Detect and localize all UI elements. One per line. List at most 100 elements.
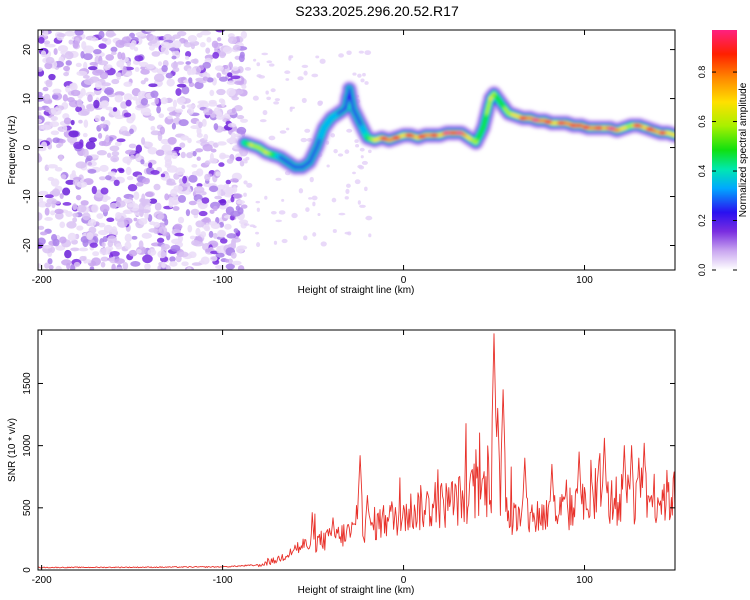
noise-blob — [53, 48, 58, 55]
noise-blob — [72, 40, 79, 49]
noise-blob — [76, 204, 87, 213]
noise-blob — [140, 80, 146, 85]
snr-series-line — [38, 333, 675, 569]
noise-blob — [80, 88, 86, 97]
noise-blob — [231, 66, 239, 71]
noise-blob — [361, 160, 368, 165]
spectrogram-y-tick-label: -20 — [22, 238, 33, 253]
noise-blob — [216, 88, 226, 96]
noise-blob — [75, 62, 82, 68]
noise-blob — [236, 126, 247, 135]
noise-blob — [240, 30, 247, 39]
noise-blob — [138, 218, 148, 225]
noise-blob — [164, 193, 170, 201]
noise-blob — [360, 78, 365, 83]
noise-blob — [100, 187, 109, 195]
noise-blob — [116, 60, 125, 68]
figure-title: S233.2025.296.20.52.R17 — [295, 3, 459, 19]
noise-blob — [338, 53, 344, 58]
ridge-peak — [392, 135, 401, 140]
noise-blob — [103, 224, 113, 233]
noise-blob — [138, 240, 144, 249]
noise-blob — [111, 226, 118, 235]
snr-y-tick-label: 500 — [22, 499, 33, 516]
noise-blob — [124, 233, 132, 243]
noise-blob — [156, 81, 163, 86]
colorbar: 0.0 0.2 0.4 0.6 0.8 Normalized spectral ampl… — [697, 30, 749, 276]
noise-blob — [42, 245, 52, 249]
colorbar-tick-label: 0.4 — [697, 165, 707, 178]
noise-blob — [185, 61, 191, 65]
noise-blob — [359, 147, 365, 152]
noise-blob — [179, 142, 186, 149]
noise-blob — [62, 125, 68, 133]
noise-blob — [195, 148, 204, 153]
noise-blob — [338, 212, 346, 216]
noise-blob — [264, 195, 268, 200]
noise-blob — [170, 244, 181, 252]
noise-blob — [225, 179, 232, 185]
noise-blob — [69, 83, 76, 90]
noise-blob — [312, 232, 317, 237]
noise-blob — [172, 40, 182, 49]
noise-blob — [149, 221, 156, 226]
noise-blob — [215, 171, 221, 177]
noise-blob — [98, 43, 107, 49]
noise-blob — [38, 153, 42, 162]
noise-blob — [116, 138, 126, 143]
ridge-segment — [671, 132, 675, 138]
noise-blob — [226, 233, 237, 239]
noise-blob — [284, 70, 291, 74]
noise-blob — [44, 207, 50, 216]
noise-blob — [203, 133, 209, 141]
noise-blob — [201, 218, 210, 223]
noise-blob — [38, 212, 43, 221]
noise-blob — [135, 98, 141, 106]
noise-blob — [50, 107, 62, 116]
noise-blob — [59, 221, 66, 229]
noise-blob — [43, 30, 49, 37]
noise-blob — [308, 197, 313, 200]
noise-blob — [97, 60, 109, 66]
noise-blob — [115, 243, 123, 250]
noise-blob — [209, 209, 215, 214]
noise-blob — [311, 195, 318, 201]
noise-blob — [197, 100, 208, 105]
noise-blob — [50, 115, 59, 122]
noise-blob — [133, 47, 139, 52]
ridge-peak — [455, 130, 464, 135]
noise-blob — [241, 84, 247, 89]
noise-blob — [172, 201, 178, 206]
noise-blob — [358, 165, 365, 170]
noise-blob — [156, 237, 165, 244]
noise-blob — [122, 198, 133, 203]
noise-blob — [317, 100, 323, 107]
noise-blob — [88, 226, 97, 234]
noise-blob — [235, 205, 241, 211]
noise-blob — [219, 154, 230, 159]
noise-blob — [99, 123, 107, 129]
noise-blob — [62, 187, 71, 196]
noise-blob — [198, 210, 208, 217]
noise-blob — [100, 116, 105, 122]
noise-blob — [94, 114, 101, 122]
noise-blob — [196, 168, 204, 177]
noise-blob — [91, 185, 97, 195]
noise-blob — [76, 70, 88, 76]
noise-blob — [208, 109, 213, 115]
noise-blob — [157, 132, 163, 142]
noise-blob — [66, 96, 75, 103]
noise-blob — [291, 212, 298, 219]
noise-blob — [153, 73, 165, 83]
noise-blob — [172, 206, 180, 211]
noise-blob — [185, 55, 190, 60]
noise-blob — [172, 66, 180, 73]
noise-blob — [63, 72, 69, 77]
noise-blob — [186, 267, 192, 270]
noise-blob — [44, 194, 54, 199]
noise-blob — [158, 113, 165, 119]
noise-blob — [168, 199, 174, 208]
noise-blob — [38, 237, 46, 246]
noise-blob — [122, 262, 129, 270]
ridge-peak — [544, 119, 553, 124]
